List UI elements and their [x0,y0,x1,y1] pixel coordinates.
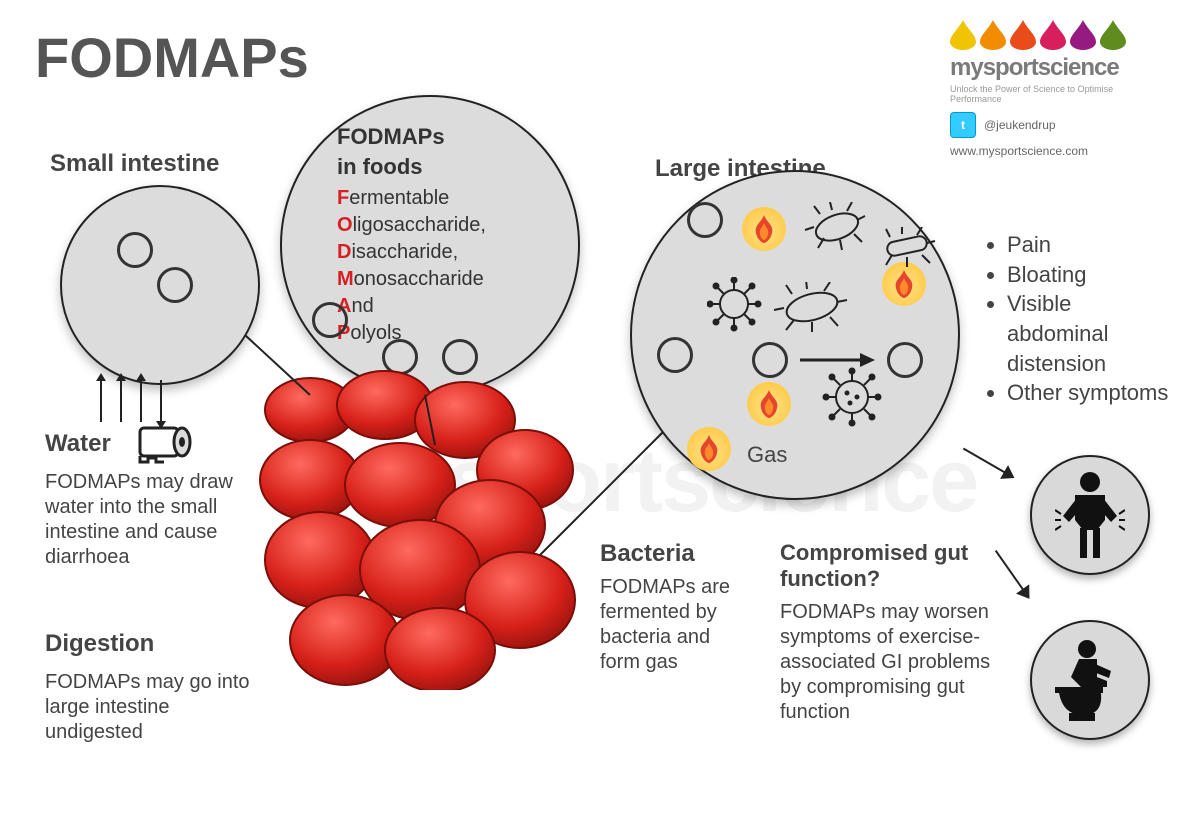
arrow-up-icon [100,380,102,422]
text-water: FODMAPs may draw water into the small in… [45,470,245,570]
brand-tagline: Unlock the Power of Science to Optimise … [950,84,1165,104]
person-toilet-icon [1045,635,1135,725]
fodmap-list-heading: FODMAPsin foods [337,122,486,181]
twitter-handle: @jeukendrup [984,118,1056,132]
toilet-paper-icon [135,420,195,465]
person-pain-icon [1055,470,1125,560]
text-bacteria: FODMAPs are fermented by bacteria and fo… [600,575,750,675]
flame-icon [747,382,791,426]
symptom-item: Other symptoms [1007,378,1175,408]
brand-drops [950,20,1165,50]
twitter-icon: t [950,112,976,138]
fodmap-acronym-item: Fermentable [337,185,486,212]
arrow-down-icon [160,380,162,422]
label-gas: Gas [747,441,787,469]
symptom-circle-pain [1030,455,1150,575]
intestine-illustration [250,350,590,690]
symptom-item: Pain [1007,230,1175,260]
fodmap-acronym-list: FODMAPsin foods FermentableOligosacchari… [337,122,486,347]
particle-icon [312,302,348,338]
fodmap-acronym-item: Oligosaccharide, [337,212,486,239]
brand-drop-icon [1100,20,1126,50]
text-digestion: FODMAPs may go into large intestine undi… [45,670,265,745]
symptom-item: Bloating [1007,260,1175,290]
twitter-row: t @jeukendrup [950,112,1165,138]
bacteria-icon [802,202,872,252]
text-compromised: FODMAPs may worsen symptoms of exercise-… [780,600,1000,725]
particle-icon [887,342,923,378]
heading-water: Water [45,430,111,458]
flame-icon [882,262,926,306]
bacteria-icon [772,282,852,332]
brand-drop-icon [1040,20,1066,50]
brand-name: mysportscience [950,54,1165,82]
heading-compromised: Compromised gut function? [780,540,1010,593]
virus-icon [707,277,762,332]
flame-icon [687,427,731,471]
page-title: FODMAPs [35,25,309,90]
brand-website: www.mysportscience.com [950,144,1165,158]
bacteria-icon [872,227,942,267]
particle-icon [117,232,153,268]
circle-small-intestine [60,185,260,385]
flame-icon [742,207,786,251]
virus-icon [822,367,882,427]
particle-icon [687,202,723,238]
fodmap-acronym-item: Disaccharide, [337,239,486,266]
brand-drop-icon [950,20,976,50]
brand-drop-icon [980,20,1006,50]
arrow-icon [963,448,1007,475]
symptom-item: Visible abdominal distension [1007,289,1175,378]
symptoms-list: PainBloatingVisible abdominal distension… [985,230,1175,408]
circle-large-intestine: Gas [630,170,960,500]
label-small-intestine: Small intestine [50,150,219,178]
particle-icon [657,337,693,373]
brand-drop-icon [1070,20,1096,50]
brand-block: mysportscience Unlock the Power of Scien… [950,20,1165,158]
heading-digestion: Digestion [45,630,154,658]
heading-bacteria: Bacteria [600,540,695,568]
arrow-up-icon [140,380,142,422]
fodmap-acronym-item: Monosaccharide [337,266,486,293]
particle-icon [157,267,193,303]
brand-drop-icon [1010,20,1036,50]
arrow-up-icon [120,380,122,422]
particle-icon [752,342,788,378]
symptom-circle-toilet [1030,620,1150,740]
fodmap-acronym-item: And [337,293,486,320]
